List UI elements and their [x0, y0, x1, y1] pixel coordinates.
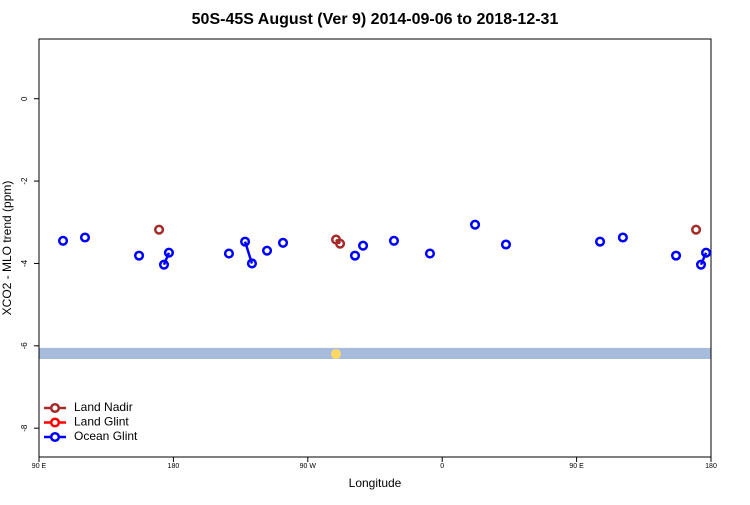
legend-marker	[49, 417, 61, 428]
data-point	[335, 238, 346, 249]
data-point	[223, 248, 235, 259]
data-point	[701, 247, 712, 258]
y-tick-label: -4	[20, 259, 29, 267]
data-point	[424, 248, 436, 259]
y-tick-label: -8	[20, 424, 29, 432]
x-tick-label: 90 E	[569, 463, 584, 470]
data-point	[388, 235, 400, 246]
plot-frame	[38, 38, 712, 458]
data-point	[246, 258, 257, 269]
legend-marker	[49, 431, 61, 443]
data-point	[594, 236, 606, 247]
x-tick-label: 180	[705, 463, 717, 470]
y-axis-label: XCO2 - MLO trend (ppm)	[0, 181, 14, 316]
data-point	[671, 250, 682, 261]
x-tick-label: 90 W	[300, 463, 317, 470]
x-tick-label: 0	[440, 463, 444, 470]
data-point	[158, 259, 170, 270]
data-point	[240, 236, 251, 247]
y-tick-label: -6	[20, 342, 29, 350]
data-point	[57, 235, 69, 246]
sun-marker	[331, 349, 341, 359]
x-tick-label: 90 E	[32, 463, 47, 470]
data-point	[691, 224, 702, 235]
data-point	[134, 250, 145, 261]
data-point	[163, 247, 174, 258]
legend-label: Land Nadir	[74, 400, 133, 414]
data-point	[154, 224, 165, 235]
legend-marker	[49, 402, 61, 414]
legend-label: Land Glint	[74, 415, 129, 429]
chart-title: 50S-45S August (Ver 9) 2014-09-06 to 201…	[192, 11, 559, 28]
data-point	[500, 239, 512, 250]
data-point	[470, 219, 481, 230]
series-line	[162, 252, 171, 266]
data-point	[277, 237, 289, 248]
series-line	[699, 252, 708, 266]
data-point	[261, 245, 273, 256]
data-point	[358, 240, 369, 251]
data-point	[349, 250, 361, 261]
legend-label: Ocean Glint	[74, 429, 138, 443]
x-tick-label: 180	[168, 463, 180, 470]
band	[39, 347, 711, 359]
y-tick-label: -2	[20, 177, 29, 185]
data-point	[617, 232, 628, 243]
x-axis-label: Longitude	[349, 476, 402, 490]
y-tick-label: 0	[20, 96, 29, 101]
data-point	[695, 259, 707, 270]
data-point	[79, 232, 91, 243]
